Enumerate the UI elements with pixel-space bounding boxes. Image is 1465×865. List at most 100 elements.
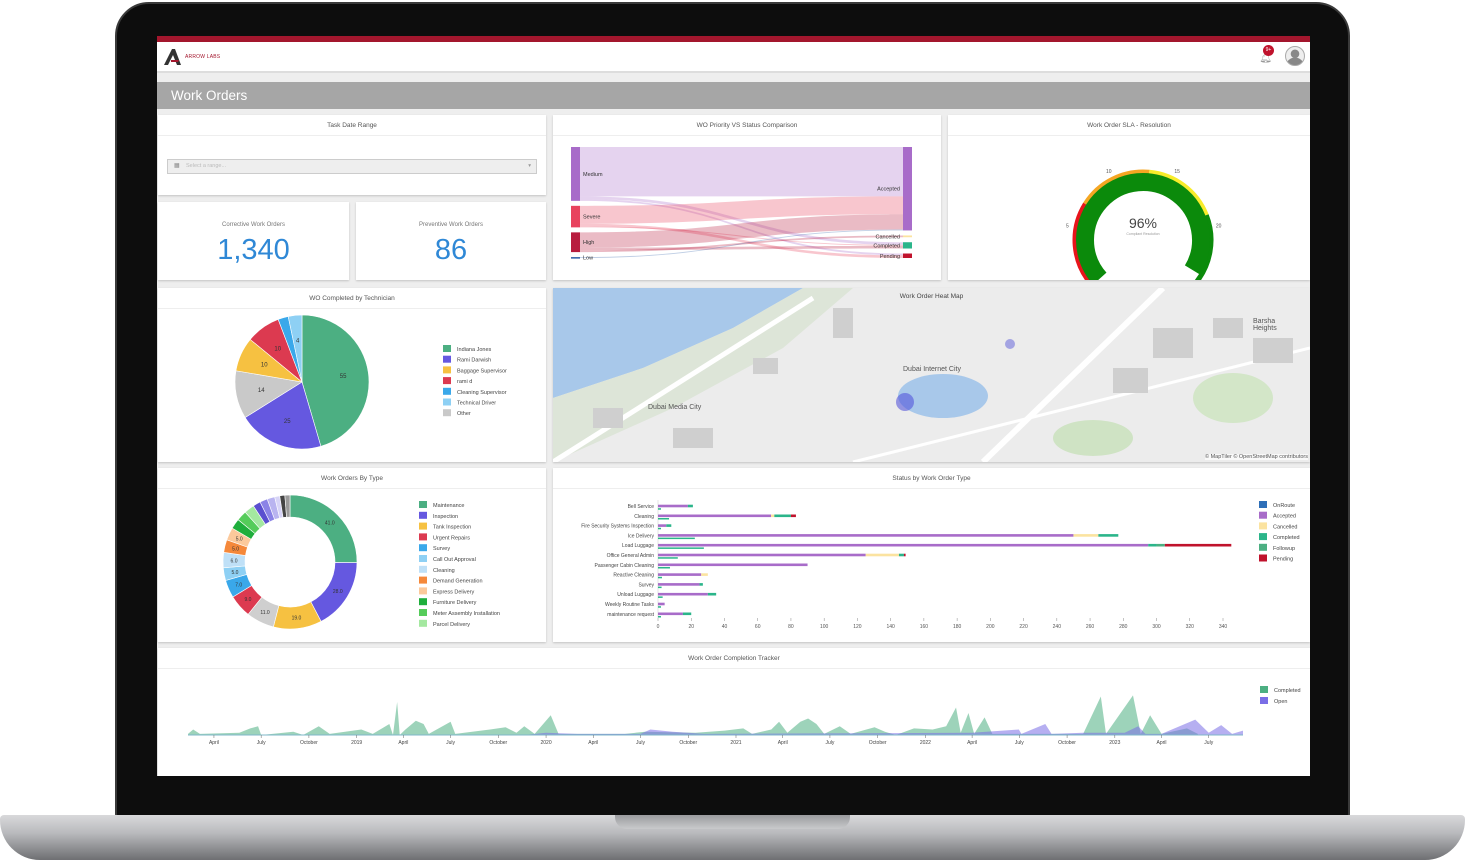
avatar[interactable] — [1285, 46, 1305, 66]
panel-title: Work Orders By Type — [158, 468, 546, 489]
gauge-tick: 10 — [1106, 169, 1112, 175]
sankey-node — [571, 205, 580, 228]
slice-label: 41.0 — [325, 521, 335, 527]
logo[interactable]: ARROW LABS — [163, 48, 220, 66]
x-tick-label: 320 — [1186, 624, 1195, 630]
gauge-band — [1083, 169, 1150, 206]
bar — [658, 557, 678, 559]
legend-label: Maintenance — [433, 503, 465, 509]
accent-bar — [157, 36, 1310, 42]
sankey-link — [580, 245, 903, 251]
legend-swatch — [443, 366, 451, 374]
bell-icon[interactable]: 🔔︎ — [1259, 53, 1272, 64]
legend-label: Inspection — [433, 514, 458, 520]
legend-label: Accepted — [1273, 514, 1296, 520]
x-tick-label: 140 — [886, 624, 895, 630]
x-tick-label: 0 — [657, 624, 660, 630]
bar — [658, 547, 704, 549]
panel-title: Work Order Heat Map — [899, 293, 964, 300]
legend-label: Call Out Approval — [433, 557, 476, 563]
slice-label: 28.0 — [333, 589, 343, 595]
sankey-node-label: Cancelled — [876, 234, 900, 240]
y-tick-label: Cleaning — [634, 514, 654, 520]
bar — [658, 596, 663, 598]
slice-label: 5.0 — [236, 536, 243, 542]
legend-swatch — [419, 609, 427, 616]
sankey-node — [903, 253, 912, 258]
legend-label: Demand Generation — [433, 579, 483, 585]
legend-label: Parcel Delivery — [433, 622, 470, 628]
sankey-node-label: Accepted — [877, 187, 900, 193]
bar — [658, 592, 708, 596]
sankey-link — [580, 196, 903, 245]
legend-swatch — [1259, 501, 1267, 508]
legend-swatch — [443, 398, 451, 406]
slice-label: 6.0 — [231, 558, 238, 564]
legend-label: rami d — [457, 379, 472, 385]
legend-label: Furniture Delivery — [433, 600, 477, 606]
laptop-notch — [615, 815, 850, 829]
x-tick-label: 20 — [688, 624, 694, 630]
legend-label: Tank Inspection — [433, 525, 471, 531]
x-tick-label: 2023 — [1109, 740, 1120, 746]
sankey-link — [580, 229, 903, 258]
bar — [658, 527, 661, 530]
pie-chart: 55 25 14 10 10 4 Indiana Jones Rami Darwish Bagg… — [234, 314, 507, 450]
bar — [701, 573, 708, 576]
bar — [1073, 534, 1099, 537]
slice-label: 5.0 — [231, 570, 238, 576]
map-road — [553, 295, 815, 462]
heat-map[interactable]: Work Order Heat Map Dubai Internet City … — [553, 288, 1310, 462]
slice-label: 10 — [274, 346, 281, 352]
x-tick-label: 80 — [788, 624, 794, 630]
sankey-node-label: Medium — [583, 172, 603, 178]
y-tick-label: Office General Admin — [607, 553, 655, 559]
stat-label: Corrective Work Orders — [222, 222, 285, 228]
sankey-node-label: Completed — [873, 243, 900, 249]
legend-label: Cleaning — [433, 568, 455, 574]
pie-slice — [244, 381, 322, 450]
x-tick-label: July — [1204, 740, 1213, 746]
x-tick-label: October — [869, 740, 887, 746]
slice-label: 19.0 — [292, 616, 302, 622]
pie-slice — [284, 494, 291, 518]
corrective-stat-card[interactable]: Corrective Work Orders 1,340 — [158, 202, 349, 280]
bar — [1098, 534, 1119, 537]
sankey-node — [571, 147, 580, 201]
map-water — [553, 288, 803, 398]
bar — [699, 583, 703, 586]
x-tick-label: July — [636, 740, 645, 746]
legend-label: Cleaning Supervisor — [457, 390, 507, 396]
y-tick-label: Fire Security Systems Inspection — [581, 524, 654, 530]
preventive-stat-card[interactable]: Preventive Work Orders 86 — [356, 202, 546, 280]
sankey-node — [903, 242, 912, 249]
legend-swatch — [1260, 697, 1268, 704]
legend-swatch — [1259, 511, 1267, 519]
y-tick-label: Survey — [638, 582, 654, 588]
sankey-link — [580, 214, 903, 248]
map-attribution[interactable]: © MapTiler © OpenStreetMap contributors — [1205, 454, 1308, 460]
map-park — [1053, 420, 1133, 456]
x-tick-label: 280 — [1119, 624, 1128, 630]
sankey-node — [903, 235, 912, 238]
x-tick-label: July — [257, 740, 266, 746]
legend-swatch — [443, 355, 451, 363]
legend-label: Followup — [1273, 546, 1295, 552]
date-range-input[interactable]: ▦ Select a range... ▾ — [167, 159, 537, 174]
slice-label: 7.0 — [235, 583, 242, 589]
date-range-panel: Task Date Range ▦ Select a range... ▾ — [158, 115, 546, 195]
bar — [658, 504, 688, 508]
sankey-node-label: Severe — [583, 215, 600, 221]
pie-slice — [287, 314, 303, 383]
bar — [658, 543, 1149, 547]
y-tick-label: Bell Service — [628, 504, 655, 510]
area-chart: April July October 2019 April July October 2020… — [188, 686, 1301, 746]
bar — [865, 553, 899, 557]
x-tick-label: 260 — [1086, 624, 1095, 630]
x-tick-label: 120 — [853, 624, 862, 630]
map-canvas[interactable] — [553, 288, 1310, 462]
legend-swatch — [419, 522, 427, 530]
bar — [898, 553, 904, 557]
legend-label: Express Delivery — [433, 589, 475, 595]
bar — [774, 514, 791, 518]
